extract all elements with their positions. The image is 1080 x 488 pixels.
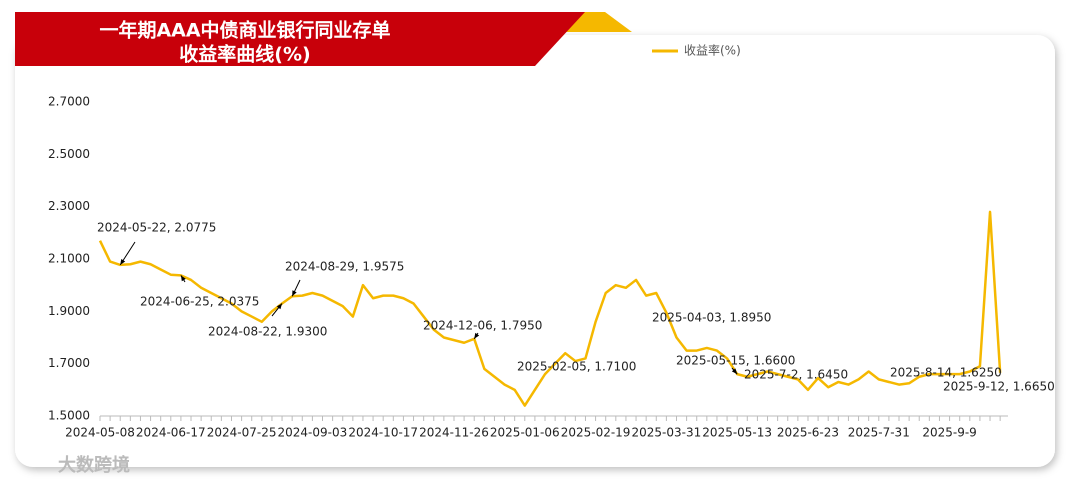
legend-label: 收益率(%) <box>684 43 741 58</box>
x-tick-label: 2024-05-08 <box>65 426 135 440</box>
annotation: 2024-08-22, 1.9300 <box>208 325 327 339</box>
watermark: 大数跨境 <box>58 454 130 476</box>
x-tick-label: 2025-01-06 <box>490 426 560 440</box>
panel <box>15 35 1055 467</box>
y-tick-label: 2.1000 <box>48 252 90 266</box>
x-tick-label: 2025-7-31 <box>848 426 910 440</box>
x-tick-label: 2024-11-26 <box>419 426 489 440</box>
y-tick-label: 2.5000 <box>48 147 90 161</box>
annotation: 2025-9-12, 1.6650 <box>943 380 1055 394</box>
y-tick-label: 1.7000 <box>48 356 90 370</box>
annotation: 2025-02-05, 1.7100 <box>517 360 636 374</box>
x-tick-label: 2024-07-25 <box>207 426 277 440</box>
x-tick-label: 2025-05-13 <box>702 426 772 440</box>
x-tick-label: 2024-10-17 <box>348 426 418 440</box>
y-tick-label: 1.9000 <box>48 304 90 318</box>
x-tick-label: 2024-09-03 <box>278 426 348 440</box>
annotation: 2024-12-06, 1.7950 <box>423 319 542 333</box>
line <box>98 210 1002 407</box>
arrow-head <box>474 332 480 339</box>
chart-title: 一年期AAA中债商业银行同业存单 <box>99 19 390 42</box>
annotation: 2024-08-29, 1.9575 <box>285 260 404 274</box>
x-tick-label: 2024-06-17 <box>136 426 206 440</box>
banner <box>15 12 585 66</box>
x-tick-label: 2025-03-31 <box>632 426 702 440</box>
chart-title: 收益率曲线(%) <box>179 43 310 66</box>
annotation: 2025-05-15, 1.6600 <box>676 354 795 368</box>
x-tick-label: 2025-6-23 <box>777 426 839 440</box>
x-tick-label: 2025-9-9 <box>922 426 976 440</box>
y-tick-label: 1.5000 <box>48 409 90 423</box>
arrow-head <box>731 368 738 375</box>
annotation: 2025-8-14, 1.6250 <box>890 366 1002 380</box>
annotation: 2025-7-2, 1.6450 <box>744 368 848 382</box>
annotation: 2024-05-22, 2.0775 <box>97 221 216 235</box>
y-tick-label: 2.7000 <box>48 95 90 109</box>
annotation: 2025-04-03, 1.8950 <box>652 311 771 325</box>
annotation: 2024-06-25, 2.0375 <box>140 295 259 309</box>
arrow-head <box>292 290 297 297</box>
y-tick-label: 2.3000 <box>48 199 90 213</box>
arrow-head <box>180 275 186 282</box>
x-tick-label: 2025-02-19 <box>561 426 631 440</box>
arrow-head <box>120 258 126 265</box>
arrow-head <box>276 303 283 310</box>
